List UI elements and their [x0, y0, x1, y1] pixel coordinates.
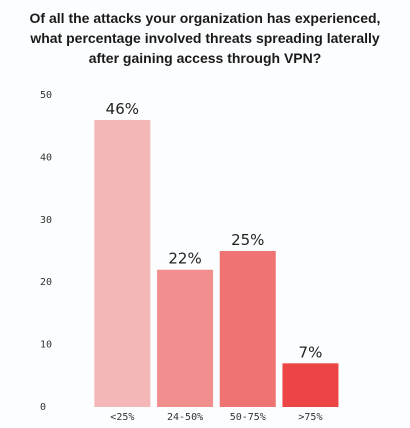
bar [282, 363, 339, 407]
bar [94, 119, 151, 408]
value-label: 22% [168, 250, 201, 268]
value-label: 46% [106, 100, 139, 118]
y-tick-label: 20 [40, 277, 52, 288]
x-tick-label: 24-50% [167, 412, 203, 423]
chart-title: Of all the attacks your organization has… [29, 10, 381, 66]
x-tick-label: 50-75% [230, 412, 266, 423]
x-tick-label: <25% [110, 412, 134, 423]
x-tick-label: >75% [298, 412, 322, 423]
bar [219, 251, 276, 407]
value-label: 7% [299, 343, 323, 361]
y-tick-label: 30 [40, 215, 52, 226]
y-tick-label: 40 [40, 152, 52, 163]
y-tick-label: 0 [40, 402, 46, 413]
bar [157, 269, 214, 407]
y-tick-label: 50 [40, 90, 52, 101]
y-tick-label: 10 [40, 340, 52, 351]
value-label: 25% [231, 231, 264, 249]
